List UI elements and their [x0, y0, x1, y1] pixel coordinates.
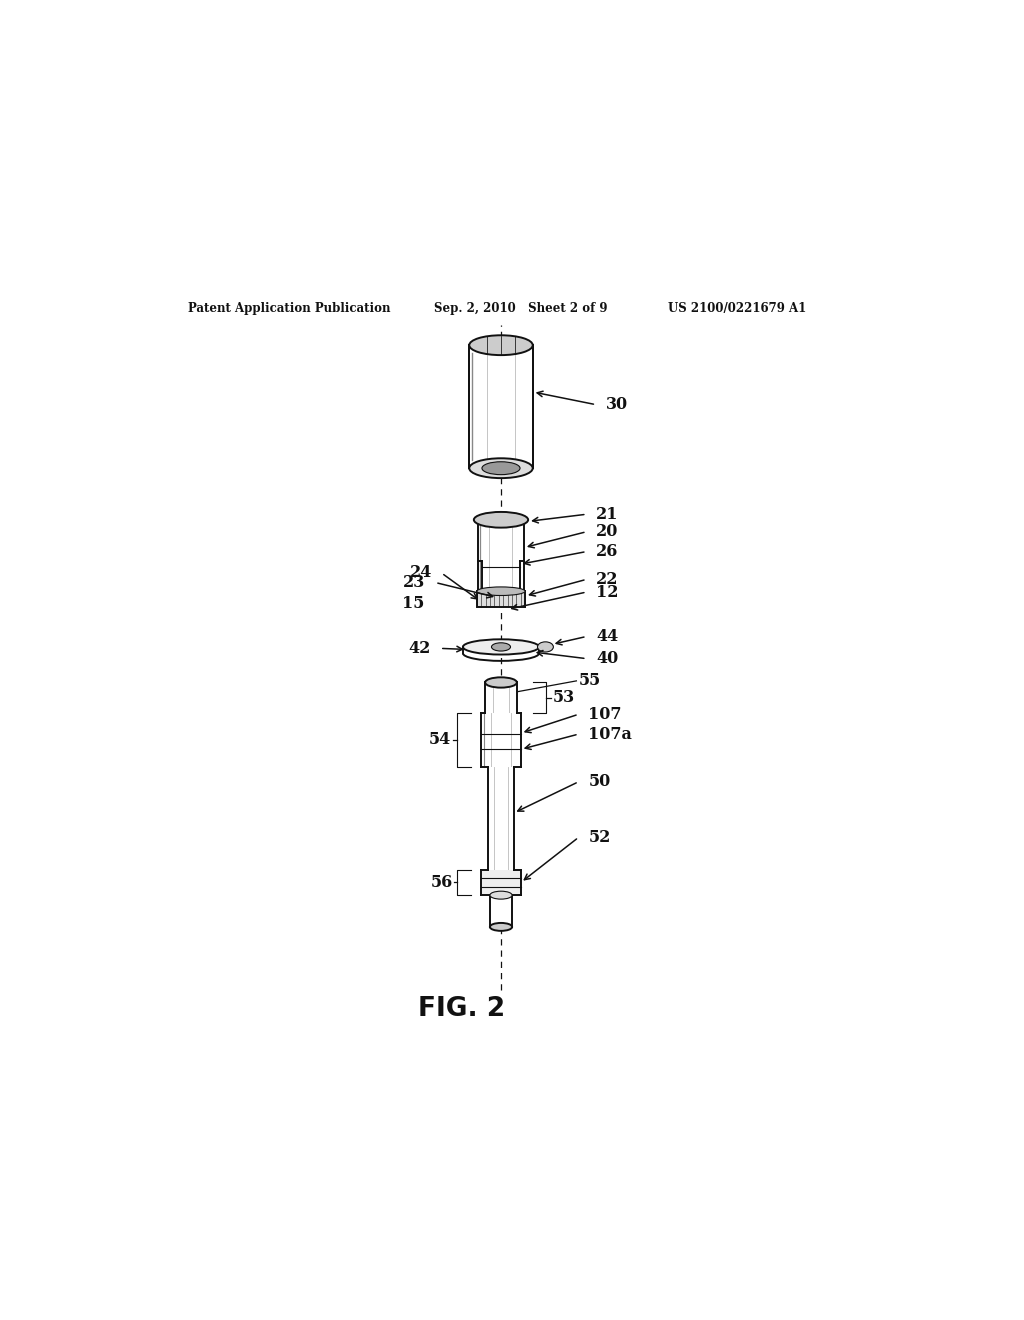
Bar: [488, 767, 514, 870]
Bar: [481, 713, 521, 767]
Bar: [469, 346, 532, 469]
Ellipse shape: [538, 642, 553, 652]
Ellipse shape: [477, 587, 525, 595]
Text: 44: 44: [596, 628, 618, 645]
Text: 24: 24: [410, 565, 432, 581]
Text: 52: 52: [588, 829, 610, 846]
Text: 20: 20: [596, 523, 618, 540]
Text: 30: 30: [606, 396, 628, 413]
Text: 21: 21: [596, 506, 618, 523]
Text: US 2100/0221679 A1: US 2100/0221679 A1: [668, 301, 806, 314]
Text: 56: 56: [430, 874, 453, 891]
Ellipse shape: [474, 512, 528, 528]
Ellipse shape: [469, 458, 532, 478]
Bar: [481, 870, 521, 895]
Text: 55: 55: [579, 672, 601, 689]
Bar: [489, 895, 512, 927]
Bar: [478, 520, 524, 590]
Ellipse shape: [482, 462, 520, 475]
Ellipse shape: [463, 639, 539, 655]
Text: 53: 53: [553, 689, 574, 706]
Text: 107a: 107a: [588, 726, 632, 743]
Text: 12: 12: [596, 583, 618, 601]
Text: 26: 26: [596, 543, 618, 560]
Text: 42: 42: [408, 640, 430, 657]
Ellipse shape: [489, 923, 512, 931]
Ellipse shape: [492, 643, 511, 651]
Text: 40: 40: [596, 651, 618, 667]
Ellipse shape: [469, 335, 532, 355]
Text: 22: 22: [596, 570, 618, 587]
Text: 15: 15: [401, 594, 424, 611]
Text: 50: 50: [588, 774, 610, 791]
Bar: [485, 682, 517, 713]
Text: FIG. 2: FIG. 2: [418, 997, 505, 1023]
Bar: [477, 591, 525, 607]
Text: 23: 23: [403, 574, 426, 591]
Ellipse shape: [489, 891, 512, 899]
Text: Sep. 2, 2010   Sheet 2 of 9: Sep. 2, 2010 Sheet 2 of 9: [433, 301, 607, 314]
Ellipse shape: [485, 677, 517, 688]
Text: 54: 54: [429, 731, 451, 748]
Text: Patent Application Publication: Patent Application Publication: [187, 301, 390, 314]
Text: 107: 107: [588, 706, 622, 723]
